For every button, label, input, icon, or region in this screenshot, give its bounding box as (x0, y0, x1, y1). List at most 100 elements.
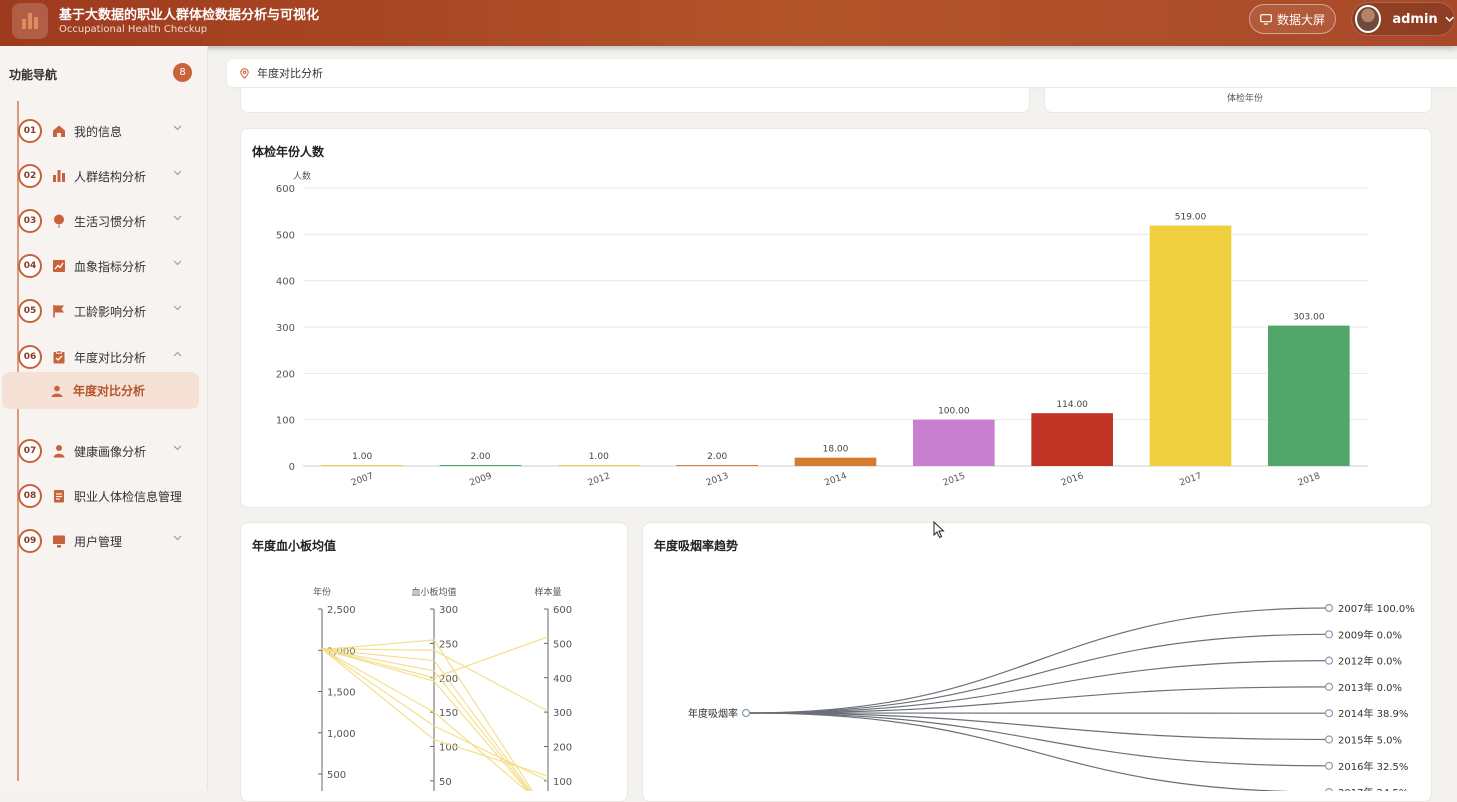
x-tick-label: 2016 (1060, 471, 1085, 488)
sidebar-subitem-label: 年度对比分析 (73, 382, 145, 399)
parallel-chart: 年份2,5002,0001,5001,000500血小板均值3002502001… (241, 523, 629, 791)
y-tick-label: 500 (276, 230, 295, 241)
axis-tick-label: 100 (553, 777, 572, 788)
bar-value-label: 2.00 (470, 452, 490, 462)
tree-link (746, 661, 1329, 713)
breadcrumb-current: 年度对比分析 (257, 65, 323, 81)
chevron-down-icon (173, 215, 182, 221)
parallel-line (322, 650, 548, 791)
axis-tick-label: 200 (553, 743, 572, 754)
user-icon (52, 444, 66, 458)
bar-chart-icon (52, 169, 66, 183)
user-icon (50, 384, 64, 398)
nav-number: 05 (18, 299, 42, 323)
bar-value-label: 18.00 (823, 445, 849, 455)
sidebar-item-label: 职业人体检信息管理 (74, 488, 182, 505)
x-tick-label: 2012 (587, 471, 612, 488)
bar-value-label: 519.00 (1175, 213, 1207, 223)
chevron-down-icon (173, 125, 182, 131)
sidebar-item-09[interactable]: 09 用户管理 (18, 528, 198, 554)
tree-link (746, 634, 1329, 713)
tree-leaf-label: 2014年 38.9% (1338, 707, 1408, 720)
nav-number: 03 (18, 209, 42, 233)
axis-tick-label: 500 (327, 770, 346, 781)
sidebar-item-label: 工龄影响分析 (74, 303, 146, 320)
axis-tick-label: 400 (553, 674, 572, 685)
y-tick-label: 100 (276, 416, 295, 427)
sidebar-item-label: 健康画像分析 (74, 443, 146, 460)
tree-root-node (743, 710, 750, 717)
axis-name: 年份 (313, 586, 331, 598)
sidebar-item-08[interactable]: 08 职业人体检信息管理 (18, 483, 198, 509)
axis-tick-label: 300 (439, 605, 458, 616)
tree-leaf-node (1326, 710, 1333, 717)
tree-leaf-label: 2007年 100.0% (1338, 602, 1415, 615)
data-screen-button[interactable]: 数据大屏 (1249, 4, 1336, 34)
chevron-down-icon (173, 305, 182, 311)
bar-value-label: 100.00 (938, 407, 970, 417)
sidebar-item-04[interactable]: 04 血象指标分析 (18, 253, 198, 279)
sidebar-item-label: 年度对比分析 (74, 349, 146, 366)
bar-2013 (676, 465, 758, 466)
bar-value-label: 114.00 (1056, 400, 1088, 410)
document-icon (52, 489, 66, 503)
y-tick-label: 600 (276, 184, 295, 195)
sidebar-item-05[interactable]: 05 工龄影响分析 (18, 298, 198, 324)
x-tick-label: 2013 (705, 471, 730, 488)
home-icon (52, 124, 66, 138)
user-menu[interactable]: admin (1351, 2, 1455, 36)
y-tick-label: 200 (276, 369, 295, 380)
bar-value-label: 1.00 (589, 452, 609, 462)
axis-name: 样本量 (534, 586, 561, 598)
tree-link (746, 713, 1329, 766)
sidebar-item-label: 血象指标分析 (74, 258, 146, 275)
tree-link (746, 713, 1329, 791)
tree-leaf-node (1326, 762, 1333, 769)
app-subtitle: Occupational Health Checkup (59, 24, 207, 35)
x-tick-label: 2014 (823, 471, 848, 488)
flag-icon (52, 304, 66, 318)
top-left-panel-partial (240, 88, 1030, 113)
x-tick-label: 2007 (350, 471, 375, 488)
axis-tick-label: 2,500 (327, 605, 356, 616)
tree-chart-panel: 年度吸烟率趋势 2007年 100.0%2009年 0.0%2012年 0.0%… (642, 522, 1432, 802)
bar-value-label: 2.00 (707, 452, 727, 462)
chevron-up-icon (173, 351, 182, 357)
sidebar-subitem-yearly-compare[interactable]: 年度对比分析 (2, 372, 199, 409)
chevron-down-icon (173, 535, 182, 541)
chevron-down-icon (1445, 16, 1454, 23)
bar-value-label: 1.00 (352, 452, 372, 462)
axis-tick-label: 300 (553, 708, 572, 719)
nav-count-badge: 8 (173, 63, 192, 82)
bar-chart: 人数01002003004005006001.0020072.0020091.0… (241, 129, 1433, 509)
clipboard-icon (52, 350, 66, 364)
nav-number: 08 (18, 484, 42, 508)
tree-leaf-label: 2009年 0.0% (1338, 628, 1402, 641)
tree-chart: 2007年 100.0%2009年 0.0%2012年 0.0%2013年 0.… (643, 523, 1433, 791)
axis-tick-label: 250 (439, 639, 458, 650)
tree-leaf-label: 2016年 32.5% (1338, 760, 1408, 773)
tree-leaf-label: 2017年 24.5% (1338, 786, 1408, 791)
nav-number: 04 (18, 254, 42, 278)
x-tick-label: 2015 (942, 471, 967, 488)
sidebar-item-label: 用户管理 (74, 533, 122, 550)
axis-tick-label: 1,000 (327, 729, 356, 740)
bar-2015 (913, 420, 995, 466)
y-tick-label: 0 (289, 462, 295, 473)
tree-leaf-node (1326, 605, 1333, 612)
tree-link (746, 608, 1329, 713)
tree-leaf-label: 2013年 0.0% (1338, 681, 1402, 694)
bar-chart-logo-icon (21, 11, 39, 29)
axis-tick-label: 50 (439, 777, 452, 788)
y-tick-label: 400 (276, 277, 295, 288)
axis-name: 血小板均值 (411, 586, 456, 598)
app-logo (12, 3, 48, 39)
app-header: 基于大数据的职业人群体检数据分析与可视化 Occupational Health… (0, 0, 1457, 46)
mouse-cursor-icon (933, 521, 945, 539)
nav-number: 09 (18, 529, 42, 553)
